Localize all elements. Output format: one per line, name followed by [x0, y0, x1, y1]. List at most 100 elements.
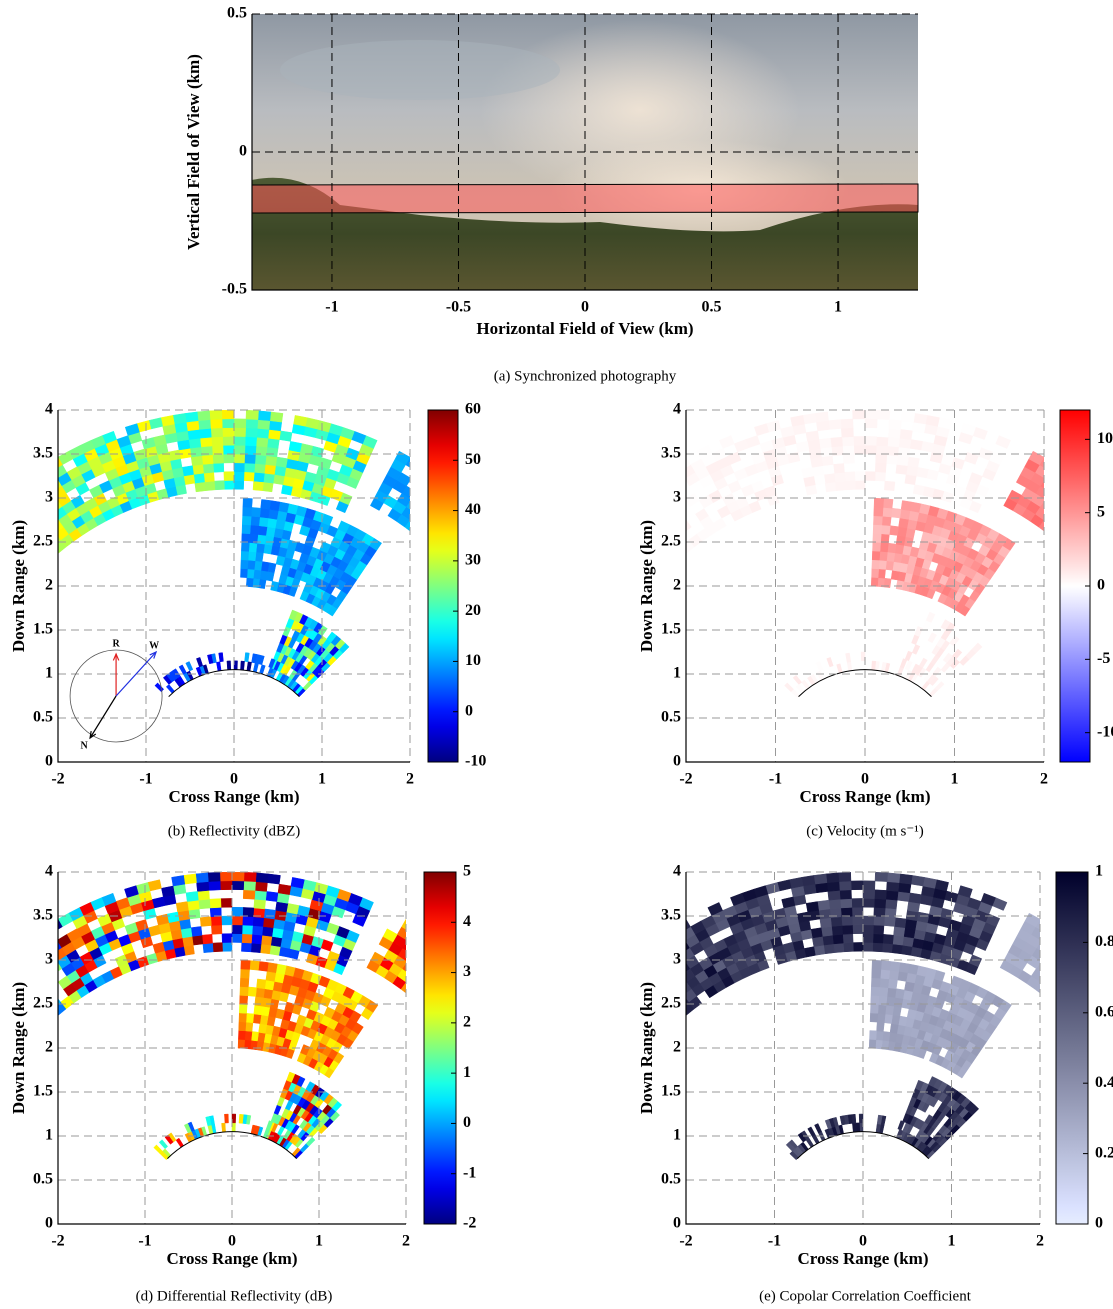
radar-cell	[183, 1123, 192, 1134]
radar-cell	[210, 427, 223, 438]
radar-cell	[823, 943, 835, 955]
radar-cell	[619, 536, 633, 550]
radar-cell	[840, 907, 853, 918]
radar-cell	[892, 934, 904, 946]
y-tick-label: 4	[45, 863, 53, 880]
radar-cell	[875, 1030, 884, 1041]
radar-cell	[8, 485, 23, 499]
radar-cell	[267, 429, 281, 440]
radar-cell	[598, 1024, 612, 1038]
radar-cell	[889, 961, 901, 972]
radar-cell	[659, 559, 672, 572]
y-tick-label: 4	[45, 401, 53, 418]
radar-cell	[853, 444, 866, 455]
radar-cell	[286, 903, 300, 915]
x-axis-label: Cross Range (km)	[167, 1249, 298, 1268]
radar-cell	[204, 480, 216, 491]
radar-cell	[240, 660, 245, 671]
radar-cell	[563, 1027, 577, 1042]
radar-cell	[884, 898, 898, 910]
radar-cell	[925, 415, 940, 427]
radar-cell	[197, 419, 211, 430]
radar-cell	[898, 517, 909, 529]
radar-cell	[266, 962, 278, 973]
y-tick-label: 0	[45, 753, 53, 770]
radar-cell	[797, 1132, 807, 1143]
radar-cell	[604, 538, 618, 552]
radar-cell	[957, 885, 973, 898]
radar-cell	[1045, 471, 1060, 485]
radar-cell	[394, 450, 410, 466]
radar-cell	[305, 1081, 316, 1093]
radar-cell	[243, 872, 257, 882]
radar-cell	[899, 429, 913, 440]
radar-cell	[881, 515, 892, 526]
axis-frame	[251, 14, 918, 291]
radar-cell	[37, 463, 52, 477]
radar-cell	[858, 1113, 864, 1124]
radar-cell	[805, 430, 820, 442]
radar-cell	[842, 942, 854, 953]
radar-cell	[58, 918, 63, 930]
radar-cell	[221, 915, 233, 926]
radar-cell	[210, 915, 222, 926]
colorbar	[427, 409, 459, 763]
radar-cell	[841, 427, 854, 438]
radar-cell	[898, 962, 910, 973]
radar-cell	[910, 875, 925, 887]
radar-cell	[337, 520, 351, 533]
radar-cell	[58, 464, 68, 478]
radar-cell	[300, 1044, 311, 1056]
radar-cell	[909, 501, 922, 513]
radar-cell	[1024, 912, 1040, 928]
radar-cell	[249, 960, 260, 971]
radar-cell	[264, 535, 275, 546]
radar-cell	[854, 471, 866, 481]
radar-cell	[193, 472, 205, 484]
radar-cell	[244, 652, 250, 663]
radar-cell	[202, 463, 215, 474]
radar-cell	[219, 880, 233, 891]
y-tick-label: 3	[45, 951, 53, 968]
radar-cell	[876, 427, 889, 438]
radar-cell	[25, 967, 39, 981]
radar-cell	[241, 942, 252, 953]
radar-cell	[58, 519, 59, 521]
radar-cell	[223, 480, 235, 490]
radar-cell	[796, 911, 810, 924]
radar-cell	[190, 926, 203, 937]
radar-cell	[221, 418, 235, 429]
radar-cell	[925, 611, 936, 623]
compass-label: N	[80, 740, 88, 751]
radar-cell	[830, 436, 843, 448]
y-tick-label: 4	[673, 863, 681, 880]
radar-cell	[653, 967, 667, 981]
x-tick-label: 1	[315, 1233, 323, 1250]
radar-cell	[0, 998, 7, 1012]
radar-cell	[252, 1013, 262, 1024]
radar-cell	[244, 1030, 253, 1041]
radar-cell	[707, 902, 723, 916]
radar-cell	[842, 453, 855, 464]
radar-cell	[686, 456, 691, 468]
compass-arrow	[89, 695, 117, 739]
radar-cell	[839, 1115, 846, 1126]
colorbar	[423, 871, 457, 1225]
radar-cell	[187, 429, 201, 440]
radar-cell	[198, 898, 211, 910]
radar-cell	[872, 924, 885, 935]
colorbar-tick-label: 4	[463, 913, 471, 930]
y-tick-label: 3.5	[661, 445, 681, 462]
radar-cell	[841, 915, 853, 926]
radar-cell	[862, 933, 874, 943]
radar-cell	[181, 465, 194, 477]
radar-cell	[39, 506, 53, 520]
y-tick-label: 0.5	[33, 709, 53, 726]
radar-field	[0, 872, 406, 1161]
radar-cell	[264, 979, 275, 991]
radar-cell	[0, 550, 5, 564]
radar-cell	[864, 418, 878, 429]
compass-label: W	[149, 640, 159, 651]
radar-cell	[36, 981, 50, 995]
radar-cell	[175, 901, 189, 913]
